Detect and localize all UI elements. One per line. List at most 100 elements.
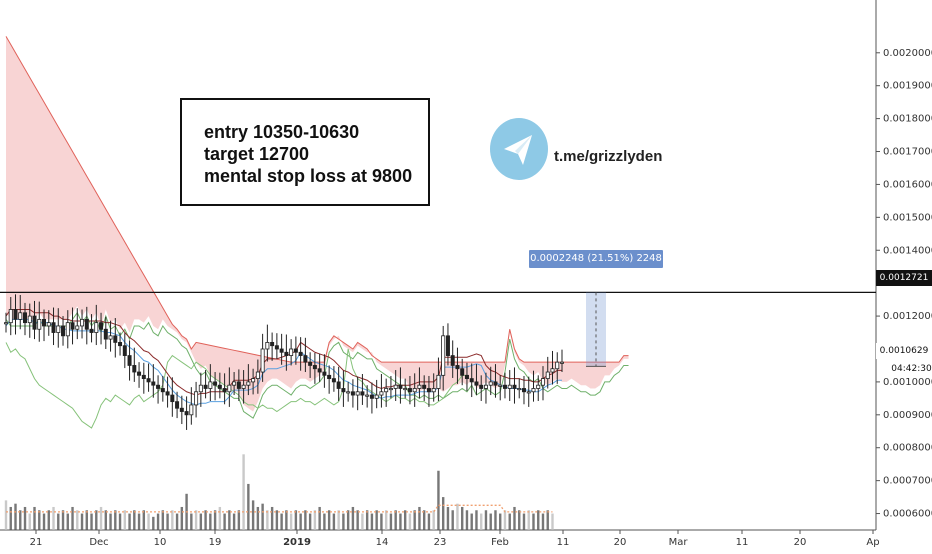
volume-bar <box>304 510 307 530</box>
volume-bar <box>57 513 60 530</box>
volume-bar <box>361 513 364 530</box>
volume-bar <box>213 510 217 530</box>
volume-bar <box>85 510 88 530</box>
candle-body <box>99 322 104 330</box>
volume-bar <box>23 506 27 530</box>
volume-bar <box>33 506 36 530</box>
x-tick-label: 10 <box>154 537 167 548</box>
y-tick-label: 0.0014000 <box>883 245 932 256</box>
candle-body <box>56 325 61 333</box>
candle-body <box>274 345 279 350</box>
candle-body <box>426 388 431 393</box>
candle-body <box>213 381 218 386</box>
volume-bar <box>209 513 212 530</box>
volume-bar <box>541 513 545 530</box>
candle-body <box>360 391 365 396</box>
y-tick-label: 0.0018000 <box>883 114 932 125</box>
kijun-line <box>5 308 562 396</box>
y-tick-label: 0.0017000 <box>883 147 932 158</box>
candle-body <box>493 381 498 386</box>
candle-body <box>312 365 317 370</box>
x-tick-label: 11 <box>557 537 570 548</box>
volume-bar <box>223 513 226 530</box>
candle-body <box>227 384 232 393</box>
volume-bar <box>551 513 554 530</box>
candle-body <box>422 384 427 389</box>
candle-body <box>336 381 341 389</box>
volume-bar <box>475 510 478 530</box>
volume-bar <box>270 506 274 530</box>
x-tick-label: 2019 <box>283 537 311 548</box>
volume-bar <box>166 513 169 530</box>
candle-body <box>198 384 203 393</box>
candle-body <box>498 384 503 387</box>
volume-bar <box>104 510 107 530</box>
candle-body <box>455 365 460 370</box>
candle-body <box>13 309 18 320</box>
candle-body <box>4 322 9 325</box>
candle-body <box>132 365 137 373</box>
candle-body <box>75 325 80 330</box>
volume-bar <box>266 510 269 530</box>
candle-body <box>460 368 465 376</box>
candle-body <box>450 355 455 366</box>
volume-bar <box>356 510 359 530</box>
candle-body <box>398 384 403 389</box>
candle-body <box>175 401 180 409</box>
telegram-icon <box>490 118 548 180</box>
candle-body <box>265 342 270 350</box>
candle-body <box>165 391 170 396</box>
candle-body <box>89 328 94 333</box>
volume-bar <box>80 513 84 530</box>
volume-bar <box>194 510 198 530</box>
candle-body <box>403 388 408 391</box>
candle-body <box>65 322 70 337</box>
candle-body <box>80 318 85 327</box>
candle-body <box>350 391 355 396</box>
candle-body <box>118 342 123 347</box>
candle-body <box>170 394 175 403</box>
volume-bar <box>228 510 231 530</box>
telegram-link[interactable]: t.me/grizzlyden <box>554 148 663 165</box>
candle-body <box>431 388 436 393</box>
volume-bar <box>422 510 426 530</box>
volume-bar <box>370 513 374 530</box>
x-tick-label: 19 <box>209 537 222 548</box>
candle-body <box>27 315 32 324</box>
candle-body <box>540 378 545 386</box>
candle-body <box>331 378 336 383</box>
volume-bar <box>375 510 378 530</box>
volume-bar <box>52 506 55 530</box>
candle-body <box>555 361 560 370</box>
volume-bar <box>351 506 355 530</box>
candle-body <box>517 388 522 391</box>
candle-body <box>550 368 555 373</box>
volume-bar <box>499 513 502 530</box>
volume-bar <box>294 510 298 530</box>
candle-body <box>194 391 199 406</box>
x-tick-label: Mar <box>669 537 689 548</box>
volume-bar <box>427 513 431 530</box>
candle-body <box>365 394 370 397</box>
candle-body <box>412 388 417 393</box>
candle-body <box>84 318 89 330</box>
x-tick-label: Ap <box>866 537 879 548</box>
note-entry: entry 10350-10630 <box>204 122 360 142</box>
candle-body <box>341 388 346 393</box>
y-tick-label: 0.0019000 <box>883 81 932 92</box>
candle-body <box>355 391 360 396</box>
candle-body <box>203 384 208 389</box>
candle-body <box>156 384 161 389</box>
volume-bar <box>175 513 179 530</box>
volume-bar <box>318 506 321 530</box>
candle-body <box>374 394 379 399</box>
volume-bar <box>180 506 184 530</box>
volume-bar <box>403 510 407 530</box>
note-stop: mental stop loss at 9800 <box>204 166 413 186</box>
candle-body <box>160 388 165 393</box>
candle-body <box>251 378 256 383</box>
volume-bar <box>522 513 526 530</box>
candle-body <box>369 394 374 399</box>
